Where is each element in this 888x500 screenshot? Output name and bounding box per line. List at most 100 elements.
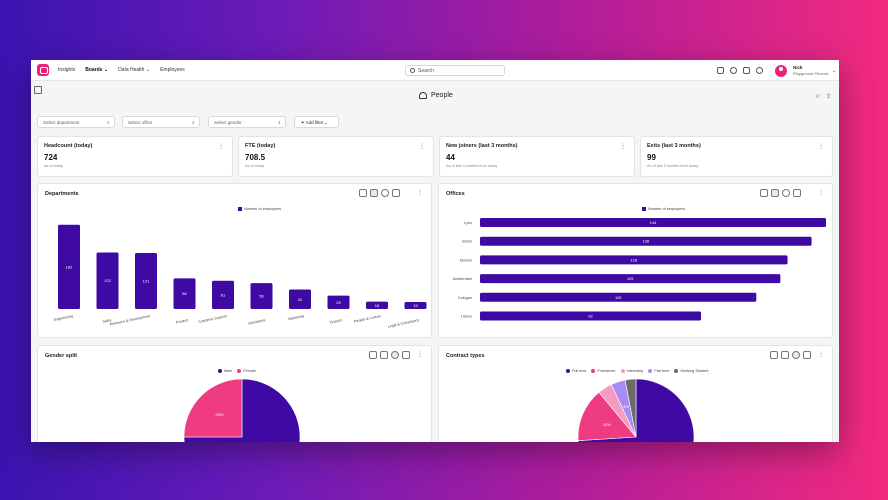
more-options-icon[interactable]: ⋮ xyxy=(419,144,425,150)
nav-insights[interactable]: Insights xyxy=(58,67,76,73)
more-options-icon[interactable]: ⋮ xyxy=(620,144,626,150)
share-icon[interactable]: ⇪ xyxy=(826,94,832,100)
chevron-down-icon: ⌄ xyxy=(324,120,328,125)
bar-value-label: 16 xyxy=(375,303,380,308)
table-icon[interactable] xyxy=(402,351,410,359)
chart-icon[interactable] xyxy=(717,67,724,74)
department-bar xyxy=(250,283,273,309)
select-arrows-icon: ⇕ xyxy=(277,120,281,125)
slice-value-label: 15% xyxy=(603,422,611,427)
kpi-title: New joiners (last 3 months) xyxy=(446,143,518,149)
kpi-subtitle: As of last 3 months from today xyxy=(446,164,498,168)
legend-item-internship[interactable]: Internship xyxy=(620,369,644,373)
top-icon-group xyxy=(717,67,763,74)
bar-value-label: 125 xyxy=(627,276,634,281)
bar-value-label: 182 xyxy=(66,264,73,269)
legend-label: Freelancer xyxy=(597,369,616,373)
pie-chart-icon[interactable] xyxy=(381,189,389,197)
more-options-icon[interactable]: ⋮ xyxy=(417,190,423,196)
user-name: Nick xyxy=(793,65,803,70)
category-tick-label: Munich xyxy=(460,258,472,262)
app-logo-icon[interactable] xyxy=(37,64,49,76)
search-input[interactable]: Search xyxy=(405,65,505,76)
department-filter[interactable]: Select department ⇕ xyxy=(37,116,115,128)
bar-chart-icon[interactable] xyxy=(380,351,388,359)
office-bar xyxy=(480,236,812,246)
department-bar xyxy=(173,278,196,309)
more-options-icon[interactable]: ⋮ xyxy=(818,190,824,196)
person-sort-icon[interactable] xyxy=(770,351,778,359)
department-bar xyxy=(327,295,350,309)
legend-swatch xyxy=(238,207,242,211)
calendar-icon[interactable] xyxy=(743,67,750,74)
chart-tools xyxy=(359,189,400,197)
table-icon[interactable] xyxy=(793,189,801,197)
pie-chart-icon[interactable] xyxy=(782,189,790,197)
pie-slice xyxy=(183,378,301,442)
bar-value-label: 66 xyxy=(182,291,187,296)
nav-boards[interactable]: Boards ⌄ xyxy=(85,67,108,73)
more-options-icon[interactable]: ⋮ xyxy=(818,352,824,358)
chart-tools xyxy=(770,351,811,359)
gender-filter[interactable]: Select gender ⇕ xyxy=(208,116,286,128)
legend-item-male[interactable]: Male xyxy=(218,369,232,373)
legend-item-female[interactable]: Female xyxy=(237,369,256,373)
legend-item-freelancer[interactable]: Freelancer xyxy=(591,369,616,373)
star-icon[interactable]: ☆ xyxy=(815,94,821,100)
office-filter[interactable]: Select office ⇕ xyxy=(122,116,200,128)
legend-label: Internship xyxy=(626,369,644,373)
kpi-value: 99 xyxy=(647,153,656,162)
table-icon[interactable] xyxy=(392,189,400,197)
legend-swatch xyxy=(218,369,222,373)
bar-chart-icon[interactable] xyxy=(771,189,779,197)
legend-label: Full time xyxy=(572,369,587,373)
add-filter-button[interactable]: ⏷ Add filter ⌄ xyxy=(294,116,339,128)
bar-chart-icon[interactable] xyxy=(370,189,378,197)
legend-item[interactable]: Number of employees xyxy=(238,207,281,211)
category-tick-label: Legal & Compliance xyxy=(387,318,419,329)
legend-item-part-time[interactable]: Part time xyxy=(648,369,669,373)
category-tick-label: Finance xyxy=(329,318,342,325)
avatar[interactable] xyxy=(775,65,787,77)
office-bar xyxy=(480,292,757,302)
legend-swatch xyxy=(620,369,625,373)
table-icon[interactable] xyxy=(803,351,811,359)
kpi-value: 708.5 xyxy=(245,153,266,162)
bar-value-label: 121 xyxy=(143,278,150,283)
bar-value-label: 61 xyxy=(221,292,226,297)
settings-icon[interactable] xyxy=(756,67,763,74)
bar-value-label: 122 xyxy=(104,278,111,283)
bar-chart-icon[interactable] xyxy=(781,351,789,359)
filter-icon: ⏷ xyxy=(301,120,305,125)
search-placeholder: Search xyxy=(418,68,434,74)
pie-chart-icon[interactable] xyxy=(391,351,399,359)
select-arrows-icon: ⇕ xyxy=(106,120,110,125)
legend-label: Part time xyxy=(654,369,670,373)
pie-slice xyxy=(624,378,637,438)
nav-employees[interactable]: Employees xyxy=(160,67,185,73)
help-icon[interactable] xyxy=(730,67,737,74)
department-bar xyxy=(96,252,119,309)
kpi-card-fte: FTE (today) 708.5 As of today ⋮ xyxy=(238,136,434,177)
chart-title: Departments xyxy=(45,191,79,197)
chart-tools xyxy=(369,351,410,359)
more-options-icon[interactable]: ⋮ xyxy=(417,352,423,358)
user-menu-chevron-icon[interactable]: ⌄ xyxy=(832,68,837,74)
more-options-icon[interactable]: ⋮ xyxy=(218,144,224,150)
page-title: People xyxy=(431,92,453,99)
pie-chart-icon[interactable] xyxy=(792,351,800,359)
legend-swatch xyxy=(674,369,679,373)
add-filter-label: Add filter xyxy=(305,120,324,125)
select-arrows-icon: ⇕ xyxy=(191,120,195,125)
legend-item-full-time[interactable]: Full time xyxy=(566,369,586,373)
legend-item-working-student[interactable]: Working Student xyxy=(674,369,708,373)
person-sort-icon[interactable] xyxy=(359,189,367,197)
kpi-title: Headcount (today) xyxy=(44,143,93,149)
legend-item[interactable]: Number of employees xyxy=(642,207,685,211)
nav-data-health[interactable]: Data Health ⌄ xyxy=(118,67,150,73)
departments-chart-card: Departments ⋮ Number of employees 182 Eng… xyxy=(37,183,432,338)
person-sort-icon[interactable] xyxy=(369,351,377,359)
person-sort-icon[interactable] xyxy=(760,189,768,197)
more-options-icon[interactable]: ⋮ xyxy=(818,144,824,150)
sidebar-toggle-icon[interactable] xyxy=(34,86,42,94)
